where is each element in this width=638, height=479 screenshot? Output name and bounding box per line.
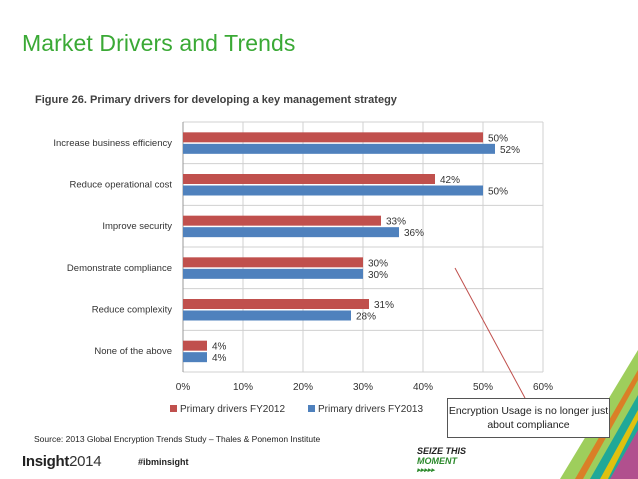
- data-label: 42%: [440, 175, 460, 186]
- data-label: 50%: [488, 187, 508, 198]
- category-label: Increase business efficiency: [53, 138, 172, 149]
- slogan: SEIZE THIS MOMENT ▸▸▸▸▸: [417, 446, 466, 476]
- bar: [183, 310, 351, 321]
- slogan-line1: SEIZE THIS: [417, 446, 467, 456]
- category-label: Improve security: [102, 221, 172, 232]
- legend-entry: Primary drivers FY2012: [180, 404, 285, 415]
- insight-logo: Insight2014: [22, 453, 102, 470]
- data-label: 36%: [404, 228, 424, 239]
- bar: [183, 352, 207, 363]
- bar: [183, 257, 363, 268]
- source-note: Source: 2013 Global Encryption Trends St…: [34, 434, 321, 444]
- hashtag: #ibminsight: [138, 457, 189, 467]
- bar: [183, 227, 399, 238]
- bar: [183, 174, 435, 184]
- x-tick-label: 50%: [473, 382, 493, 393]
- data-label: 4%: [212, 353, 227, 364]
- data-label: 52%: [500, 145, 520, 156]
- legend-entry: Primary drivers FY2013: [318, 404, 423, 415]
- x-tick-label: 60%: [533, 382, 553, 393]
- data-label: 31%: [374, 300, 394, 311]
- callout-box: Encryption Usage is no longer just about…: [447, 398, 610, 438]
- x-tick-label: 10%: [233, 382, 253, 393]
- data-label: 30%: [368, 270, 388, 281]
- category-label: None of the above: [94, 346, 172, 357]
- bar: [183, 185, 483, 196]
- x-tick-label: 0%: [176, 382, 191, 393]
- category-label: Demonstrate compliance: [67, 263, 172, 274]
- logo-year: 2014: [69, 453, 102, 470]
- x-tick-label: 30%: [353, 382, 373, 393]
- logo-main: Insight: [22, 453, 70, 470]
- data-label: 33%: [386, 217, 406, 228]
- figure-title: Figure 26. Primary drivers for developin…: [35, 94, 398, 106]
- slogan-arrows: ▸▸▸▸▸: [417, 467, 435, 474]
- bar: [183, 132, 483, 143]
- bar: [183, 340, 207, 351]
- bar: [183, 299, 369, 309]
- data-label: 4%: [212, 342, 227, 353]
- category-label: Reduce complexity: [92, 305, 173, 316]
- legend-swatch: [308, 405, 315, 412]
- slide-title: Market Drivers and Trends: [22, 30, 296, 56]
- category-label: Reduce operational cost: [70, 180, 173, 191]
- slogan-line2: MOMENT: [417, 456, 457, 466]
- x-tick-label: 20%: [293, 382, 313, 393]
- bar: [183, 215, 381, 226]
- x-tick-label: 40%: [413, 382, 433, 393]
- data-label: 50%: [488, 133, 508, 144]
- bar: [183, 143, 495, 154]
- bar: [183, 268, 363, 279]
- data-label: 30%: [368, 258, 388, 269]
- data-label: 28%: [356, 312, 376, 323]
- legend-swatch: [170, 405, 177, 412]
